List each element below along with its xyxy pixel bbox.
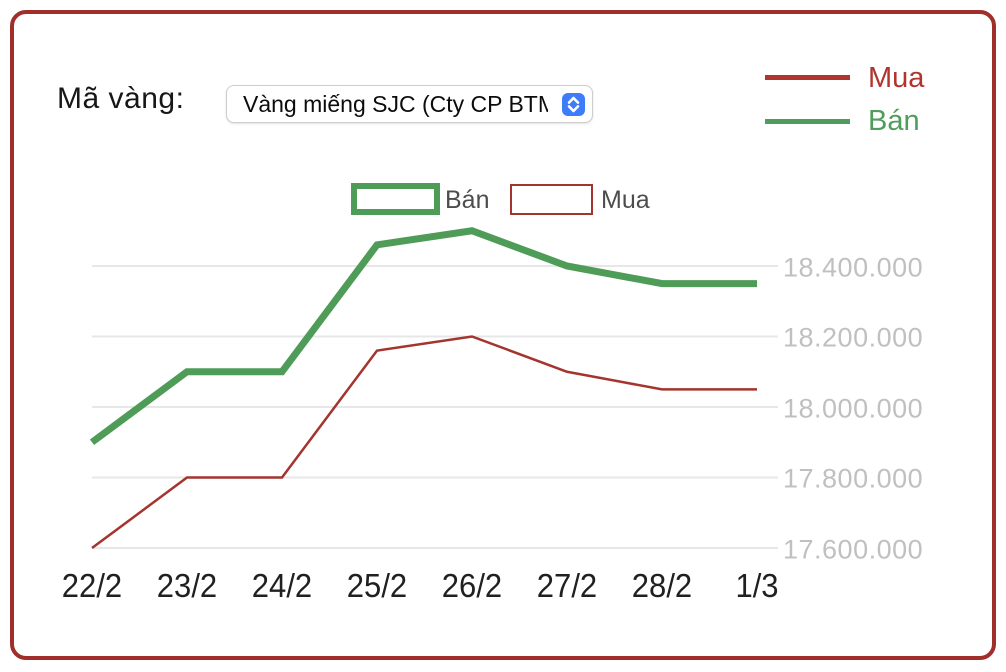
chart-legend-ban-label: Bán xyxy=(445,186,490,214)
gold-code-select-value: Vàng miếng SJC (Cty CP BTM xyxy=(243,91,548,117)
chart-legend-mua-swatch xyxy=(510,184,593,215)
gold-code-label: Mã vàng: xyxy=(57,82,185,115)
x-tick-label: 28/2 xyxy=(631,567,693,604)
y-tick-label: 18.000.000 xyxy=(783,393,924,424)
x-tick-label: 26/2 xyxy=(441,567,503,604)
legend-ban-line-swatch xyxy=(765,119,850,124)
legend-ban-label: Bán xyxy=(868,105,920,137)
legend-mua-label: Mua xyxy=(868,62,925,94)
chart-legend-mua-label: Mua xyxy=(601,186,650,214)
y-tick-label: 17.600.000 xyxy=(783,534,924,565)
y-tick-label: 18.200.000 xyxy=(783,322,924,353)
x-tick-label: 1/3 xyxy=(735,567,779,604)
y-tick-label: 17.800.000 xyxy=(783,463,924,494)
y-tick-label: 18.400.000 xyxy=(783,252,924,283)
chart-legend-ban-swatch xyxy=(351,183,440,215)
x-tick-label: 24/2 xyxy=(251,567,313,604)
x-tick-label: 25/2 xyxy=(346,567,408,604)
x-tick-label: 23/2 xyxy=(156,567,218,604)
select-stepper-icon[interactable] xyxy=(562,93,585,116)
x-tick-label: 27/2 xyxy=(536,567,598,604)
x-tick-label: 22/2 xyxy=(61,567,123,604)
gold-code-select[interactable]: Vàng miếng SJC (Cty CP BTM xyxy=(226,85,593,123)
legend-mua-line-swatch xyxy=(765,75,850,80)
